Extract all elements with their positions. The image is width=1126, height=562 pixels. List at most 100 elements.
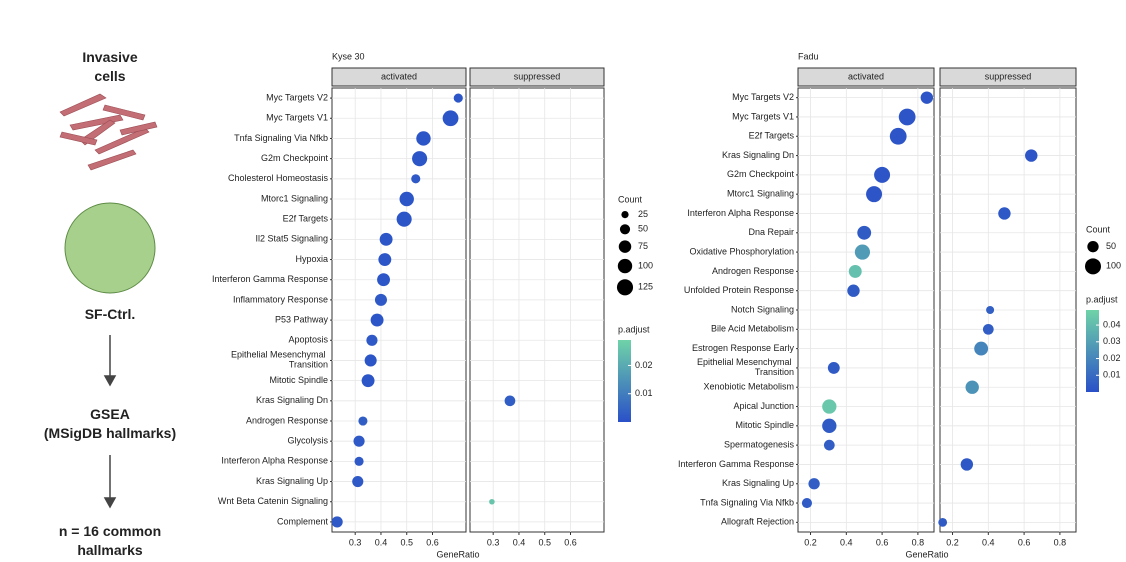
x-tick-label: 0.5 bbox=[538, 537, 551, 547]
cells-icon bbox=[60, 94, 157, 170]
legend-label: 25 bbox=[638, 209, 648, 219]
x-tick-label: 0.5 bbox=[400, 537, 413, 547]
legend-dot bbox=[619, 240, 631, 252]
y-tick-label: Notch Signaling bbox=[731, 304, 794, 314]
dot bbox=[332, 516, 343, 527]
y-tick-label: Glycolysis bbox=[287, 436, 328, 446]
dot bbox=[362, 374, 375, 387]
y-tick-label: Tnfa Signaling Via Nfkb bbox=[234, 133, 328, 143]
y-tick-label: Oxidative Phosphorylation bbox=[689, 246, 794, 256]
y-tick-label: Il2 Stat5 Signaling bbox=[255, 234, 328, 244]
dot bbox=[365, 354, 377, 366]
dot bbox=[855, 244, 870, 259]
legend-label: 100 bbox=[638, 260, 653, 270]
panel-bg bbox=[332, 88, 466, 532]
dot bbox=[986, 306, 994, 314]
x-tick-label: 0.6 bbox=[876, 537, 889, 547]
legend-label: 0.02 bbox=[635, 360, 653, 370]
chart-title: Kyse 30 bbox=[332, 51, 365, 61]
legend-dot bbox=[621, 211, 628, 218]
dot bbox=[921, 91, 933, 103]
y-tick-label: Myc Targets V2 bbox=[732, 92, 794, 102]
dot bbox=[411, 174, 420, 183]
dot bbox=[808, 478, 819, 489]
y-tick-label: Apoptosis bbox=[288, 335, 328, 345]
dot bbox=[352, 476, 363, 487]
legend-dot bbox=[1087, 241, 1098, 252]
y-tick-label: Kras Signaling Dn bbox=[722, 150, 794, 160]
legend-title: Count bbox=[1086, 224, 1111, 234]
panel-bg bbox=[470, 88, 604, 532]
dot bbox=[454, 94, 463, 103]
y-tick-label: Interferon Gamma Response bbox=[678, 459, 794, 469]
y-tick-label: Apical Junction bbox=[733, 401, 794, 411]
y-tick-label: Cholesterol Homeostasis bbox=[228, 173, 329, 183]
dot bbox=[802, 498, 812, 508]
y-tick-label: Bile Acid Metabolism bbox=[711, 324, 794, 334]
y-tick-label: E2f Targets bbox=[283, 214, 329, 224]
x-tick-label: 0.6 bbox=[1018, 537, 1031, 547]
dot bbox=[375, 294, 387, 306]
dot bbox=[899, 109, 916, 126]
legend-dot bbox=[617, 279, 633, 295]
legend-label: 0.03 bbox=[1103, 336, 1121, 346]
figure: Kyse 30activated0.30.40.50.6suppressed0.… bbox=[0, 0, 1126, 562]
y-tick-label: Interferon Alpha Response bbox=[687, 208, 794, 218]
dot bbox=[824, 440, 835, 451]
y-tick-label: Epithelial Mesenchymal Transition bbox=[231, 350, 328, 370]
dot bbox=[353, 436, 364, 447]
y-tick-label: Mitotic Spindle bbox=[269, 375, 328, 385]
y-tick-label: Wnt Beta Catenin Signaling bbox=[218, 496, 328, 506]
legend-label: 0.04 bbox=[1103, 319, 1121, 329]
legend-label: 0.02 bbox=[1103, 353, 1121, 363]
dot bbox=[505, 395, 516, 406]
dot bbox=[822, 399, 836, 413]
dot bbox=[961, 458, 973, 470]
legend-title: p.adjust bbox=[1086, 294, 1118, 304]
y-tick-label: Dna Repair bbox=[748, 227, 794, 237]
dot bbox=[857, 226, 871, 240]
dot bbox=[380, 233, 393, 246]
y-tick-label: Tnfa Signaling Via Nfkb bbox=[700, 497, 794, 507]
x-tick-label: 0.8 bbox=[912, 537, 925, 547]
legend-label: 50 bbox=[1106, 241, 1116, 251]
x-tick-label: 0.4 bbox=[982, 537, 995, 547]
dot bbox=[1025, 149, 1037, 161]
colorbar bbox=[1086, 310, 1099, 392]
legend-label: 75 bbox=[638, 241, 648, 251]
x-axis-label: GeneRatio bbox=[905, 549, 948, 559]
dot bbox=[938, 518, 947, 527]
y-tick-label: Epithelial Mesenchymal Transition bbox=[697, 357, 794, 377]
y-tick-label: Myc Targets V1 bbox=[732, 111, 794, 121]
y-tick-label: Spermatogenesis bbox=[724, 440, 795, 450]
x-tick-label: 0.2 bbox=[804, 537, 817, 547]
dot bbox=[489, 499, 495, 505]
dot bbox=[378, 253, 391, 266]
legend-label: 0.01 bbox=[635, 388, 653, 398]
y-tick-label: Kras Signaling Up bbox=[722, 478, 794, 488]
legend-label: 125 bbox=[638, 282, 653, 292]
workflow-step: GSEA (MSigDB hallmarks) bbox=[30, 405, 190, 443]
chart-title: Fadu bbox=[798, 51, 819, 61]
dot bbox=[890, 128, 907, 145]
dot bbox=[828, 362, 840, 374]
dot bbox=[847, 284, 859, 296]
y-tick-label: Androgen Response bbox=[712, 266, 794, 276]
y-tick-label: Interferon Gamma Response bbox=[212, 274, 328, 284]
y-tick-label: Mitotic Spindle bbox=[735, 420, 794, 430]
y-tick-label: Kras Signaling Dn bbox=[256, 395, 328, 405]
x-tick-label: 0.6 bbox=[426, 537, 439, 547]
x-axis-label: GeneRatio bbox=[436, 549, 479, 559]
dot bbox=[371, 314, 384, 327]
dot bbox=[366, 335, 377, 346]
legend-dot bbox=[1085, 258, 1101, 274]
legend-title: p.adjust bbox=[618, 324, 650, 334]
y-tick-label: G2m Checkpoint bbox=[727, 169, 795, 179]
legend-dot bbox=[618, 259, 632, 273]
dot bbox=[998, 207, 1010, 219]
facet-label: activated bbox=[848, 71, 884, 81]
dot bbox=[866, 186, 882, 202]
dot bbox=[416, 131, 430, 145]
colorbar bbox=[618, 340, 631, 422]
spheroid-icon bbox=[65, 203, 155, 293]
